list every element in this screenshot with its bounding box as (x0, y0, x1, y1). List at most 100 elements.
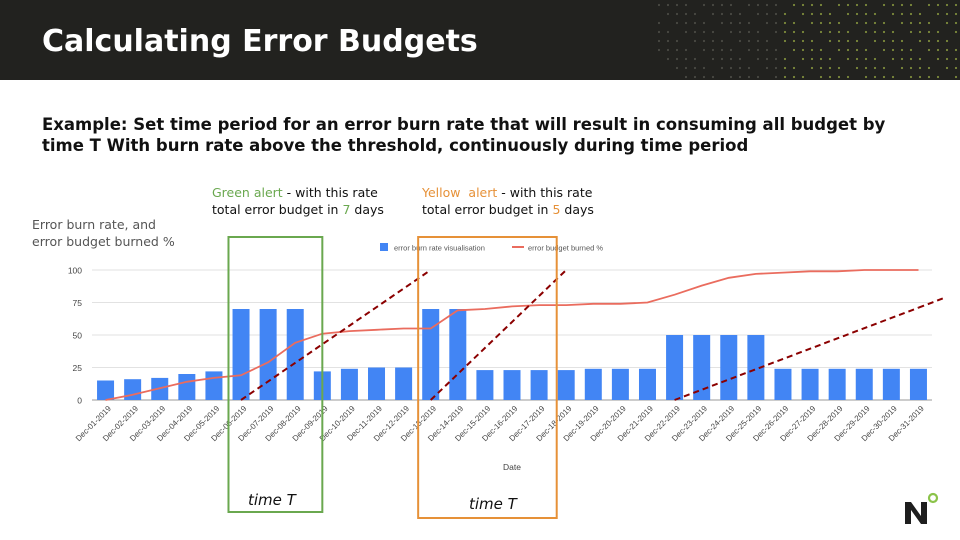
header-dot (747, 66, 751, 70)
header-dot (783, 12, 787, 16)
slide-subtitle: Example: Set time period for an error bu… (42, 114, 932, 156)
bar (503, 370, 521, 400)
header-dot (720, 48, 724, 52)
header-dot (873, 66, 877, 70)
header-dot (657, 39, 661, 43)
header-dot (693, 39, 697, 43)
header-dot (909, 30, 913, 34)
yellow-alert-label: Yellow alert (422, 185, 498, 200)
header-dot (891, 75, 895, 79)
header-dot (738, 21, 742, 25)
header-dot (945, 57, 949, 61)
header-dot (918, 12, 922, 16)
header-dot (873, 21, 877, 25)
header-dot (720, 57, 724, 61)
bar (205, 371, 223, 400)
header-dot (783, 57, 787, 61)
header-dot (693, 57, 697, 61)
header-dot (936, 75, 940, 79)
header-dot (891, 48, 895, 52)
y-tick-label: 0 (77, 396, 82, 406)
header-dot (765, 48, 769, 52)
header-dot (891, 30, 895, 34)
header-dot (855, 12, 859, 16)
header-dot (936, 39, 940, 43)
header-dot (675, 12, 679, 16)
bar (395, 367, 413, 400)
header-dot (747, 21, 751, 25)
header-dot (819, 48, 823, 52)
green-alert-note: Green alert - with this rate total error… (212, 184, 384, 218)
header-dot (855, 48, 859, 52)
header-dot (657, 30, 661, 34)
header-dot (855, 66, 859, 70)
green-alert-label: Green alert (212, 185, 283, 200)
header-dot (864, 21, 868, 25)
header-dot (729, 66, 733, 70)
header-dot (702, 66, 706, 70)
highlight-box (417, 236, 558, 519)
header-dot (765, 3, 769, 7)
header-dot (855, 21, 859, 25)
green-alert-days: 7 (342, 202, 351, 217)
header-dot (936, 30, 940, 34)
bar (476, 370, 494, 400)
header-dot (846, 48, 850, 52)
header-dot (900, 39, 904, 43)
bar (124, 379, 142, 400)
header-dot (900, 3, 904, 7)
header-dot (918, 75, 922, 79)
header-dot (675, 39, 679, 43)
bar (97, 380, 115, 400)
header-dot (918, 39, 922, 43)
header-dot (846, 3, 850, 7)
header-dot (828, 39, 832, 43)
y-tick-label: 75 (73, 298, 83, 308)
header-dot (918, 66, 922, 70)
header-dot (756, 75, 760, 79)
header-dot (936, 3, 940, 7)
header-dot (675, 57, 679, 61)
header-dot (675, 21, 679, 25)
header-dot (882, 66, 886, 70)
bar (368, 367, 386, 400)
header-dot (954, 57, 958, 61)
dot-pattern-decoration (657, 3, 958, 79)
header-dot (738, 66, 742, 70)
threshold-line-extension (918, 297, 944, 309)
header-dot (918, 30, 922, 34)
bar (232, 309, 250, 400)
y-tick-label: 100 (68, 266, 82, 276)
header-dot (846, 30, 850, 34)
header-dot (774, 75, 778, 79)
header-dot (927, 48, 931, 52)
header-dot (774, 48, 778, 52)
header-dot (954, 21, 958, 25)
header-dot (792, 3, 796, 7)
header-dot (765, 57, 769, 61)
header-dot (774, 21, 778, 25)
header-dot (828, 30, 832, 34)
header-dot (855, 57, 859, 61)
header-dot (873, 39, 877, 43)
header-dot (810, 21, 814, 25)
header-dot (747, 30, 751, 34)
bar (666, 335, 684, 400)
header-dot (711, 48, 715, 52)
header-dot (693, 75, 697, 79)
subtitle-line-1: Example: Set time period for an error bu… (42, 115, 886, 134)
header-dot (873, 75, 877, 79)
header-dot (756, 12, 760, 16)
header-dot (693, 30, 697, 34)
header-dot (864, 12, 868, 16)
header-dot (945, 66, 949, 70)
header-dot (684, 66, 688, 70)
header-dot (846, 12, 850, 16)
header-dot (729, 48, 733, 52)
threshold-line (430, 269, 567, 401)
header-dot (792, 30, 796, 34)
header-dot (891, 39, 895, 43)
header-dot (693, 12, 697, 16)
bar (286, 309, 304, 400)
